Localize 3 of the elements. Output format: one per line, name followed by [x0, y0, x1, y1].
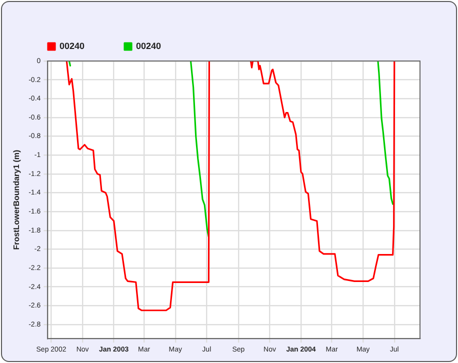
y-axis-title: FrostLowerBoundary1 (m)	[12, 149, 22, 250]
legend-label: 00240	[60, 40, 85, 51]
legend-label: 00240	[136, 40, 162, 51]
